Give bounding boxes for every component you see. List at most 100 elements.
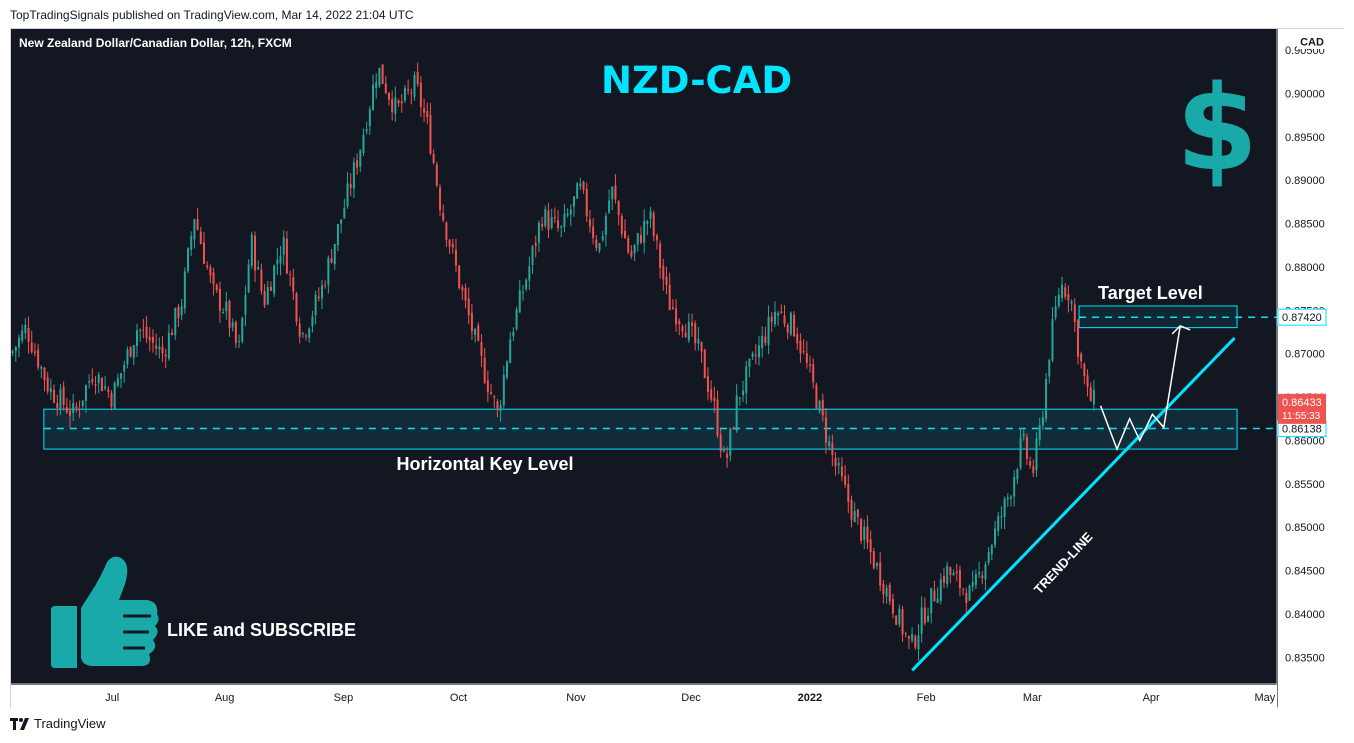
candle-body [458, 265, 461, 289]
candle-body [282, 237, 285, 255]
candle-body [209, 267, 212, 276]
candle-body [962, 589, 965, 591]
candle-body [914, 636, 917, 648]
candle-body [407, 89, 410, 91]
candle-body [608, 200, 611, 213]
candle-body [362, 134, 365, 154]
candle-body [770, 316, 773, 322]
y-tick-label: 0.90000 [1285, 88, 1325, 100]
candle-body [461, 286, 464, 291]
candle-body [413, 75, 416, 97]
x-tick-label: Feb [917, 692, 936, 704]
candle-body [518, 290, 521, 313]
candle-body [840, 466, 843, 477]
candle-body [917, 635, 920, 650]
candle-body [94, 384, 97, 386]
currency-badge [1297, 34, 1327, 49]
candle-body [872, 551, 875, 569]
time-axis-bg [11, 685, 1277, 709]
candle-body [818, 400, 821, 412]
candle-body [620, 215, 623, 234]
candle-body [684, 332, 687, 338]
candle-body [391, 99, 394, 113]
candle-body [250, 234, 253, 266]
candle-body [244, 294, 247, 315]
candle-body [528, 266, 531, 281]
candle-body [777, 312, 780, 316]
candle-body [767, 316, 770, 345]
candle-body [780, 311, 783, 314]
candle-body [630, 251, 633, 257]
candle-body [429, 115, 432, 154]
x-tick-label: 2022 [798, 692, 822, 704]
candle-body [888, 584, 891, 602]
candle-body [1080, 353, 1083, 362]
candle-body [1025, 436, 1028, 459]
candle-body [898, 608, 901, 625]
candle-body [442, 212, 445, 221]
candle-body [336, 224, 339, 246]
candle-body [1048, 360, 1051, 377]
candle-body [340, 219, 343, 224]
candle-body [37, 349, 40, 368]
candle-body [247, 264, 250, 293]
candle-body [228, 300, 231, 329]
chart-panel[interactable]: TREND-LINE Horizontal Key Level Target Lev… [10, 28, 1345, 709]
candle-body [665, 276, 668, 285]
candle-body [521, 291, 524, 293]
candle-body [761, 335, 764, 349]
candle-body [419, 82, 422, 108]
candle-body [971, 581, 974, 587]
candle-body [474, 328, 477, 335]
candle-body [697, 338, 700, 344]
candle-body [75, 406, 78, 409]
candle-body [604, 215, 607, 235]
candle-body [1032, 466, 1035, 474]
candle-body [716, 399, 719, 436]
price-axis-bg [1278, 29, 1345, 709]
thumbs-up-icon [51, 556, 159, 668]
candle-body [789, 312, 792, 335]
candle-body [263, 290, 266, 306]
x-tick-label: Apr [1143, 692, 1160, 704]
candle-body [553, 217, 556, 219]
candle-body [936, 598, 939, 603]
candle-body [837, 463, 840, 466]
candle-body [123, 364, 126, 372]
candle-body [981, 575, 984, 578]
candle-body [394, 97, 397, 114]
candle-body [799, 340, 802, 354]
candle-body [978, 572, 981, 575]
y-tick-label: 0.83500 [1285, 652, 1325, 664]
candle-body [260, 269, 263, 291]
candle-body [451, 243, 454, 248]
candle-body [33, 351, 36, 353]
candle-body [509, 339, 512, 364]
candle-body [14, 346, 17, 352]
candle-body [1057, 294, 1060, 307]
candle-body [694, 323, 697, 344]
candle-body [624, 230, 627, 239]
candle-body [901, 609, 904, 635]
candle-body [356, 160, 359, 168]
candle-body [464, 287, 467, 301]
candle-body [352, 162, 355, 189]
candle-body [314, 295, 317, 316]
candle-body [933, 590, 936, 602]
candle-body [885, 587, 888, 597]
candle-body [59, 389, 62, 410]
candle-body [416, 71, 419, 85]
candle-body [946, 565, 949, 584]
candle-body [72, 402, 75, 414]
x-tick-label: Nov [566, 692, 586, 704]
candle-body [231, 322, 234, 328]
candle-body [1019, 437, 1022, 468]
candle-body [439, 187, 442, 211]
candle-body [269, 286, 272, 291]
candle-body [1064, 287, 1067, 297]
candle-body [869, 539, 872, 553]
target-level-label: Target Level [1098, 283, 1203, 303]
x-tick-label: Dec [681, 692, 701, 704]
candle-body [375, 82, 378, 89]
